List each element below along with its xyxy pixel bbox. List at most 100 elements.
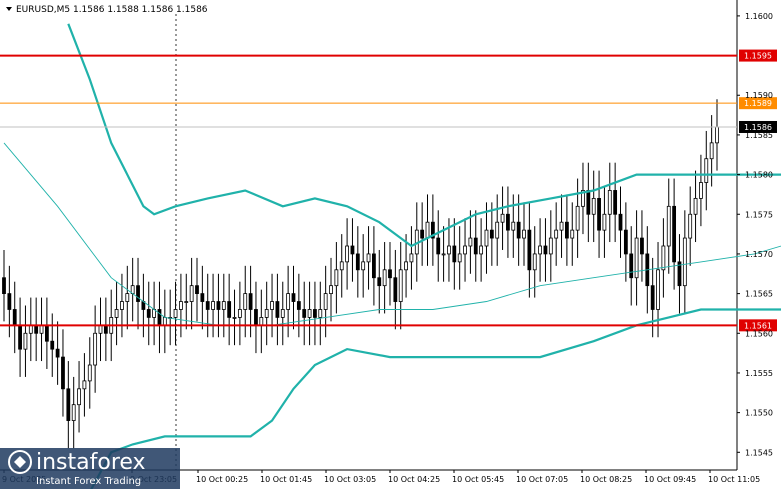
candle-body [447,245,451,255]
price-tick-label: 1.1545 [745,448,773,457]
candle [457,226,462,290]
candle [618,186,623,258]
logo-tagline-text: Instant Forex Trading [36,476,141,487]
candle [355,226,360,298]
candle-body [334,269,339,287]
candle-body [366,253,371,263]
candle-body [564,221,569,239]
candle-body [195,285,199,295]
candle [463,218,467,282]
candle-body [699,182,703,199]
candle [50,313,55,377]
candle [672,178,677,290]
chart-header: EURUSD,M5 1.1586 1.1588 1.1586 1.1586 [6,5,208,15]
candle [2,249,6,322]
candle-body [339,261,344,271]
candle [382,242,387,314]
candle-body [393,277,398,302]
candle-body [264,309,269,318]
candle [420,202,425,266]
candle [114,281,119,346]
candle [189,257,194,330]
time-tick-label: 10 Oct 04:25 [388,475,440,484]
candle-body [66,388,71,421]
candle-body [114,309,119,318]
candle-body [350,245,355,255]
candle [87,337,92,409]
candle [661,218,666,298]
candle-body [441,253,446,256]
candle-body [39,324,44,334]
candle-body [597,197,601,231]
price-tick-label: 1.1550 [745,409,773,418]
candle-body [98,324,103,334]
candle-body [307,309,312,318]
candle [452,218,457,290]
instaforex-logo: instaforex Instant Forex Trading [0,448,180,489]
candle [398,242,403,330]
candle-body [318,309,323,318]
candle-body [538,245,542,255]
candle-body [61,356,65,390]
candle [120,273,124,338]
resistance-level-label: 1.1595 [744,52,772,61]
bid-price-tag [739,120,777,133]
candle-body [103,324,108,334]
candle-body [656,269,660,310]
candle [136,257,140,330]
candle-body [125,293,130,302]
candle [527,202,532,298]
candle-body [398,269,403,302]
candle [484,202,489,274]
candle [538,218,542,282]
time-tick-label: 10 Oct 11:05 [708,475,760,484]
time-tick-label: 10 Oct 08:25 [580,475,632,484]
candle [82,353,87,417]
candle [516,194,521,266]
candle-body [23,332,28,350]
candle-body [693,197,698,215]
candle [597,170,601,258]
candle-body [704,158,709,183]
candle-body [146,309,151,318]
candle [372,226,376,306]
candle [361,234,366,298]
candle-body [666,205,671,247]
candle [334,242,339,314]
bollinger-lower-band [88,308,781,493]
candle-body [629,253,634,279]
candle-body [677,261,682,287]
candle-body [602,213,607,231]
candle-body [489,229,494,239]
candle [688,186,693,266]
candle-body [372,253,376,279]
candle-body [270,301,274,310]
logo-brand-text: instaforex [36,450,146,475]
candle [564,194,569,266]
candle [350,218,355,282]
candle-body [473,237,478,255]
candle-body [173,309,178,318]
candle [543,218,548,282]
candle-body [221,301,226,310]
candle-body [232,317,237,319]
candle-body [237,309,242,318]
candle [184,273,189,330]
symbol-dropdown-icon[interactable] [6,7,12,11]
candle-body [420,229,425,239]
candle [264,281,269,346]
candle [473,210,478,282]
candle-body [12,309,17,326]
candle-body [522,229,526,239]
candle [77,361,81,433]
candle-body [71,404,76,421]
candle-body [93,332,98,366]
candle-body [623,229,628,255]
time-tick-label: 10 Oct 03:05 [324,475,376,484]
price-tick-label: 1.1590 [745,91,773,100]
candle [307,281,312,346]
